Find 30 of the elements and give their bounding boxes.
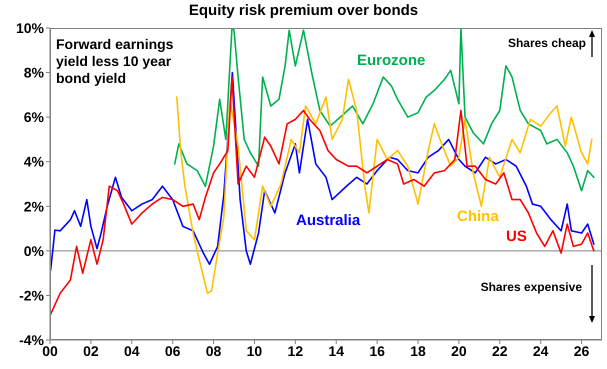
x-tick-label: 14 [328,342,344,359]
series-label: China [457,208,499,225]
annotation: Shares cheap [506,36,586,51]
x-tick-label: 26 [574,342,590,359]
y-tick-label: 2% [24,198,45,214]
series-label: Australia [296,212,360,229]
y-tick-label: 0% [24,242,45,259]
x-tick-label: 06 [164,342,181,359]
series-label: US [506,228,527,245]
y-tick-label: 8% [24,64,45,81]
x-tick-label: 12 [288,342,304,359]
x-tick-label: 20 [451,342,467,359]
x-tick-label: 16 [369,342,386,359]
x-tick-label: 04 [124,342,140,359]
y-tick-label: -4% [19,332,45,348]
annotation: Forward earnings yield less 10 year bond yield [56,36,174,87]
x-tick-label: 22 [492,342,508,359]
y-tick-label: 6% [24,109,45,126]
series-label: Eurozone [357,52,426,69]
chart-title: Equity risk premium over bonds [188,2,420,19]
y-tick-label: 4% [24,154,45,170]
x-tick-label: 02 [83,342,99,359]
x-tick-label: 10 [246,342,262,359]
x-tick-label: 00 [42,342,58,359]
x-tick-label: 24 [532,342,549,359]
x-tick-label: 08 [206,342,222,359]
x-tick-label: 18 [410,342,426,359]
annotation: Shares expensive [480,280,582,295]
y-tick-label: 10% [16,20,45,36]
y-tick-label: -2% [19,287,45,304]
